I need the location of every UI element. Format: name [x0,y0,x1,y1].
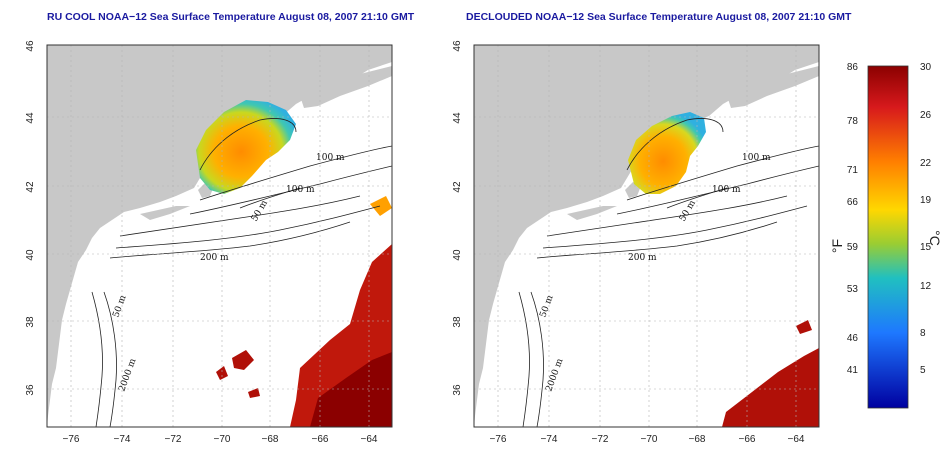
land-mass [47,45,392,427]
sst-warm-speckle [796,320,812,334]
x-tick-label: −70 [641,434,658,445]
colorbar-f-tick: 86 [847,62,859,73]
sst-map-left: 100 m 100 m 50 m 200 m 50 m 2000 m [47,45,392,427]
x-tick-label: −66 [739,434,756,445]
y-tick-label: 38 [452,316,463,328]
long-island [140,206,190,220]
sst-cool-patch [196,100,296,194]
sst-cool-speckle [370,196,392,216]
x-tick-label: −76 [63,434,80,445]
x-tick-label: −66 [312,434,329,445]
colorbar-c-tick: 8 [920,328,926,339]
x-tick-label: −68 [262,434,279,445]
y-tick-label: 42 [452,181,463,193]
y-tick-label: 46 [25,40,36,52]
sst-map-right: 100 m 100 m 50 m 200 m 50 m 2000 m [474,45,819,427]
colorbar-c-tick: 15 [920,242,932,253]
colorbar-f-tick: 53 [847,284,859,295]
colorbar-c-tick: 30 [920,62,932,73]
colorbar-c-tick: 5 [920,365,926,376]
contour-label-100m-north: 100 m [316,153,345,163]
y-tick-label: 40 [452,249,463,261]
contour-label-200m: 200 m [200,253,229,263]
x-tick-label: −76 [490,434,507,445]
sst-warm-region [722,348,819,427]
contour-label-200m: 200 m [628,253,657,263]
colorbar-f-tick: 71 [847,165,859,176]
y-tick-label: 42 [25,181,36,193]
x-tick-label: −64 [361,434,378,445]
land-mass [474,45,819,427]
colorbar-f-tick: 59 [847,242,859,253]
long-island [567,206,617,220]
x-tick-label: −68 [689,434,706,445]
fahrenheit-label: °F [829,239,845,253]
colorbar-f-tick: 66 [847,197,859,208]
graticule [474,45,819,427]
colorbar-f-tick: 41 [847,365,859,376]
y-tick-label: 36 [25,384,36,396]
contour-label-100m-south: 100 m [286,185,315,195]
y-tick-label: 46 [452,40,463,52]
map-frame-left [46,44,393,428]
contour-label-100m-south: 100 m [712,185,741,195]
x-tick-label: −72 [165,434,182,445]
sst-warm-region-dark [310,352,392,427]
contour-label-100m-north: 100 m [742,153,771,163]
colorbar [867,65,909,409]
y-tick-label: 44 [25,112,36,124]
map-frame-right [473,44,820,428]
colorbar-f-tick: 78 [847,116,859,127]
x-tick-label: −72 [592,434,609,445]
x-tick-label: −70 [214,434,231,445]
y-tick-label: 40 [25,249,36,261]
sst-cool-patch [628,112,706,194]
colorbar-f-tick: 46 [847,333,859,344]
colorbar-c-tick: 22 [920,158,932,169]
y-tick-label: 38 [25,316,36,328]
celsius-label: °C [927,230,943,246]
x-tick-label: −74 [541,434,558,445]
axis-ticks: −76 −74 −72 −70 −68 −66 −64 36 38 40 42 44 46 −76 −74 −… [25,40,805,445]
x-tick-label: −74 [114,434,131,445]
y-tick-label: 36 [452,384,463,396]
y-tick-label: 44 [452,112,463,124]
colorbar-c-tick: 19 [920,195,932,206]
colorbar-c-tick: 26 [920,110,932,121]
colorbar-c-tick: 12 [920,281,932,292]
x-tick-label: −64 [788,434,805,445]
colorbar-ticks: 86 78 71 66 59 53 46 41 30 26 22 19 15 12 8 5 [847,62,932,376]
graticule [47,45,392,427]
map-title-left: RU COOL NOAA−12 Sea Surface Temperature … [47,11,415,23]
sst-warm-speckle [216,350,260,398]
map-title-right: DECLOUDED NOAA−12 Sea Surface Temperatur… [466,11,852,23]
